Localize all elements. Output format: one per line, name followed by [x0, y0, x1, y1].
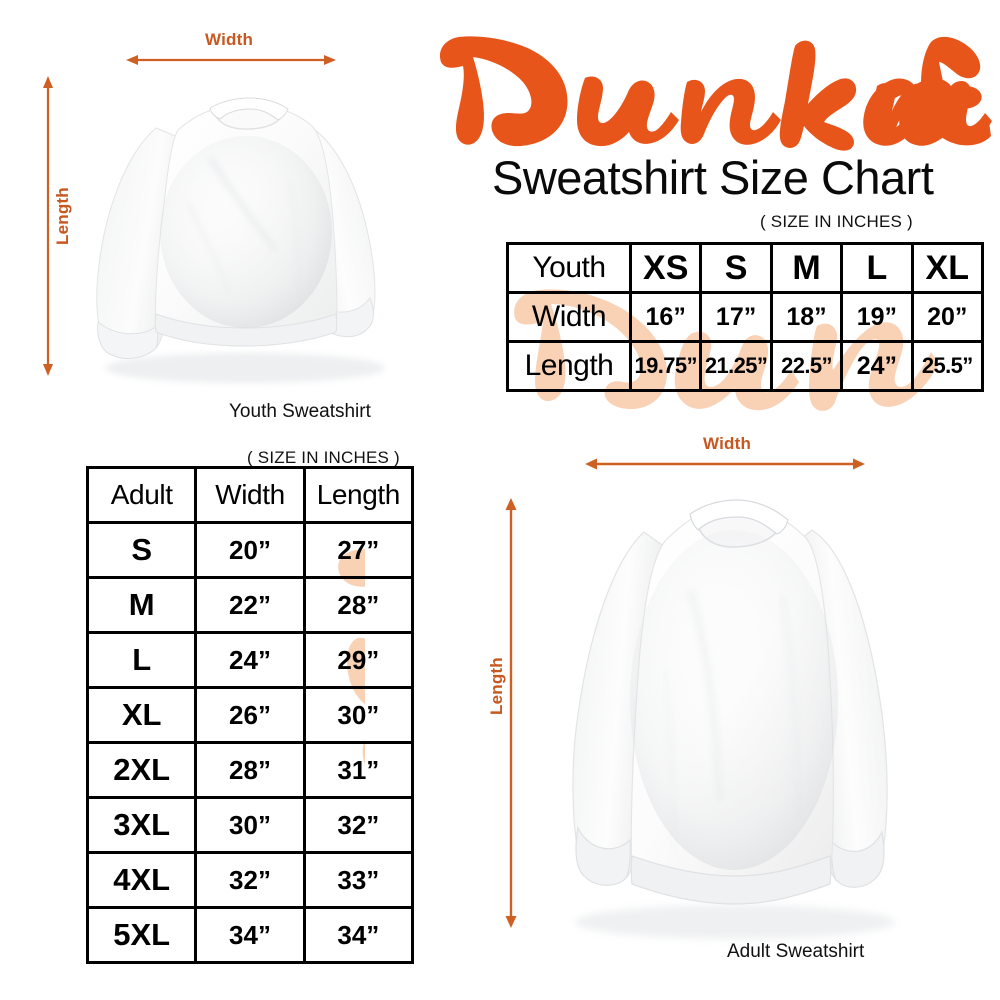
table-row: XL 26” 30” [85, 686, 415, 744]
adult-size-5xl: 5XL [85, 906, 198, 964]
page-title: Sweatshirt Size Chart [492, 151, 934, 204]
table-row: Length 19.75” 21.25” 22.5” 24” 25.5” [506, 340, 985, 392]
youth-width-s: 17” [699, 291, 773, 343]
adult-width-5xl: 34” [194, 906, 306, 964]
youth-units-note: ( SIZE IN INCHES ) [760, 212, 913, 231]
adult-size-table: Adult Width Length S 20” 27” M 22” 28” L… [85, 466, 415, 964]
adult-size-4xl: 4XL [85, 851, 198, 909]
adult-size-2xl: 2XL [85, 741, 198, 799]
youth-length-l: 24” [840, 340, 914, 392]
youth-size-l: L [840, 242, 914, 294]
youth-length-xl: 25.5” [910, 340, 985, 392]
adult-length-xl: 30” [302, 686, 415, 744]
adult-length-4xl: 33” [302, 851, 415, 909]
table-row: L 24” 29” [85, 631, 415, 689]
youth-sweatshirt-illustration [60, 62, 420, 392]
adult-width-arrow [585, 457, 865, 471]
adult-size-s: S [85, 521, 198, 579]
adult-width-m: 22” [194, 576, 306, 634]
youth-width-xs: 16” [628, 291, 703, 343]
table-row: Width 16” 17” 18” 19” 20” [506, 291, 985, 343]
adult-size-m: M [85, 576, 198, 634]
table-row: Adult Width Length [85, 466, 415, 524]
youth-length-m: 22.5” [769, 340, 844, 392]
youth-size-xl: XL [910, 242, 985, 294]
youth-length-label: Length [53, 187, 72, 245]
youth-width-xl: 20” [910, 291, 985, 343]
adult-width-l: 24” [194, 631, 306, 689]
youth-width-l: 19” [840, 291, 914, 343]
adult-width-label: Width [703, 434, 752, 453]
youth-row-header-width: Width [506, 291, 632, 343]
youth-size-m: M [769, 242, 844, 294]
table-row: M 22” 28” [85, 576, 415, 634]
adult-size-3xl: 3XL [85, 796, 198, 854]
dunkare-logo [435, 26, 995, 151]
adult-length-s: 27” [302, 521, 415, 579]
youth-length-s: 21.25” [699, 340, 773, 392]
table-row: 5XL 34” 34” [85, 906, 415, 964]
youth-width-arrow [126, 53, 336, 67]
youth-width-m: 18” [769, 291, 844, 343]
youth-sweatshirt-caption: Youth Sweatshirt [229, 401, 371, 422]
adult-units-note: ( SIZE IN INCHES ) [247, 448, 400, 467]
adult-length-l: 29” [302, 631, 415, 689]
adult-col-header-adult: Adult [85, 466, 198, 524]
adult-length-3xl: 32” [302, 796, 415, 854]
youth-size-table: Youth XS S M L XL Width 16” 17” 18” 19” … [506, 242, 985, 392]
adult-length-5xl: 34” [302, 906, 415, 964]
adult-length-m: 28” [302, 576, 415, 634]
adult-length-2xl: 31” [302, 741, 415, 799]
youth-length-arrow [41, 76, 55, 376]
adult-size-xl: XL [85, 686, 198, 744]
adult-col-header-length: Length [302, 466, 415, 524]
adult-width-xl: 26” [194, 686, 306, 744]
adult-width-3xl: 30” [194, 796, 306, 854]
table-row: Youth XS S M L XL [506, 242, 985, 294]
table-row: 2XL 28” 31” [85, 741, 415, 799]
adult-size-l: L [85, 631, 198, 689]
youth-length-xs: 19.75” [628, 340, 703, 392]
adult-sweatshirt-illustration [520, 470, 950, 950]
adult-width-s: 20” [194, 521, 306, 579]
table-row: S 20” 27” [85, 521, 415, 579]
table-row: 3XL 30” 32” [85, 796, 415, 854]
table-row: 4XL 32” 33” [85, 851, 415, 909]
adult-col-header-width: Width [194, 466, 306, 524]
youth-row-header-youth: Youth [506, 242, 632, 294]
adult-sweatshirt-caption: Adult Sweatshirt [727, 941, 865, 962]
youth-size-xs: XS [628, 242, 703, 294]
youth-row-header-length: Length [506, 340, 632, 392]
youth-width-label: Width [205, 30, 254, 49]
adult-length-arrow [504, 498, 518, 928]
adult-width-4xl: 32” [194, 851, 306, 909]
adult-width-2xl: 28” [194, 741, 306, 799]
youth-size-s: S [699, 242, 773, 294]
